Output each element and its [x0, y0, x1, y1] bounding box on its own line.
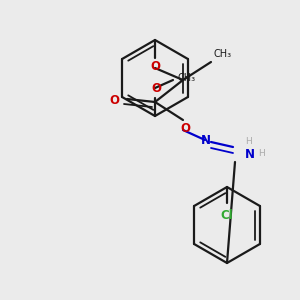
Text: O: O — [180, 122, 190, 135]
Text: CH₃: CH₃ — [214, 49, 232, 59]
Text: N: N — [201, 134, 211, 146]
Text: Cl: Cl — [220, 209, 233, 222]
Text: H: H — [245, 137, 252, 146]
Text: CH₃: CH₃ — [178, 73, 196, 83]
Text: H: H — [258, 149, 265, 158]
Text: N: N — [245, 148, 255, 160]
Text: O: O — [109, 94, 119, 106]
Text: O: O — [151, 82, 161, 95]
Text: O: O — [150, 60, 160, 73]
